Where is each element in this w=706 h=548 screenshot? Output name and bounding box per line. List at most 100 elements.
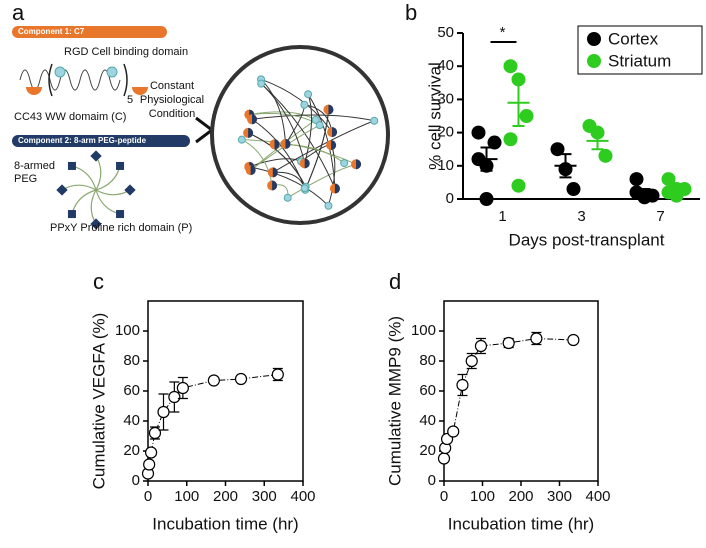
peg-arm [95, 155, 102, 191]
x-tick-label: 0 [440, 488, 448, 505]
series-line [147, 374, 278, 474]
error-bar [638, 188, 651, 197]
rgd [340, 159, 349, 168]
point [566, 182, 581, 197]
ww-domain [26, 87, 148, 95]
point [148, 426, 162, 440]
condition-label: Constant [150, 80, 194, 92]
point [447, 425, 460, 438]
y-tick-label: 60 [419, 382, 436, 399]
component-bar [12, 26, 167, 38]
legend-label: Cortex [608, 29, 659, 48]
point [519, 109, 534, 123]
y-tick-label: 30 [437, 90, 454, 107]
point [598, 148, 613, 163]
y-tick-label: 40 [419, 412, 436, 429]
x-tick-label: 300 [547, 488, 572, 505]
error-bar [480, 146, 493, 172]
y-tick-label: 20 [123, 442, 140, 459]
rgd [304, 90, 313, 99]
x-tick-label: 300 [252, 488, 277, 505]
y-tick-label: 50 [437, 24, 454, 41]
y-tick-label: 0 [428, 472, 436, 489]
component-label: Component 2: 8-arm PEG-peptide [18, 136, 147, 145]
point [143, 458, 156, 471]
chain [251, 118, 306, 189]
ppxy [116, 210, 125, 219]
x-axis-label: Incubation time (hr) [152, 514, 298, 533]
point [503, 132, 518, 147]
y-tick-label: 100 [411, 322, 436, 339]
y-axis-label: Cumulative MMP9 (%) [385, 316, 404, 486]
point [479, 192, 494, 206]
node [251, 114, 257, 125]
y-tick-label: 20 [419, 442, 436, 459]
condition-label: Condition [149, 108, 195, 120]
y-tick-label: 10 [437, 157, 454, 174]
rgd [283, 193, 292, 202]
legend-marker [587, 54, 601, 68]
x-tick-label: 200 [508, 488, 533, 505]
ppxy [90, 150, 102, 162]
peg-arm [95, 189, 131, 196]
node [248, 127, 254, 138]
ppxy [67, 161, 76, 170]
rgd [257, 79, 266, 88]
point [511, 178, 526, 193]
point [629, 172, 644, 187]
annotation: * [500, 24, 506, 41]
y-tick-label: 20 [437, 124, 454, 141]
component-bar [12, 135, 190, 147]
domain-label: CC43 WW domaim (C) [14, 111, 126, 123]
domain-label: PPxY Proline rich domain (P) [50, 222, 192, 234]
y-tick-label: 0 [132, 472, 140, 489]
point [471, 125, 486, 140]
node [331, 140, 337, 151]
rgd [106, 66, 118, 78]
point [437, 452, 451, 465]
chain [260, 83, 336, 189]
node [285, 138, 291, 149]
point [474, 339, 488, 353]
node [250, 165, 256, 176]
x-tick-label: 400 [585, 488, 610, 505]
peg-arm [61, 184, 97, 191]
error-bar [670, 184, 683, 194]
point [661, 172, 676, 187]
point [637, 190, 652, 205]
legend-label: Striatum [608, 51, 671, 70]
condition-label: Physiological [140, 94, 204, 106]
x-tick-label: 100 [174, 488, 199, 505]
rgd [315, 121, 324, 130]
y-tick-label: 40 [123, 412, 140, 429]
y-tick-label: 100 [115, 322, 140, 339]
repeat-count: 5 [127, 94, 133, 106]
x-tick-label: 100 [470, 488, 495, 505]
y-tick-label: 80 [123, 352, 140, 369]
hydrogel [210, 45, 390, 225]
error-bar [559, 153, 572, 179]
x-tick-label: 1 [498, 208, 506, 225]
x-axis-label: Incubation time (hr) [448, 514, 594, 533]
rgd [54, 66, 66, 78]
series-line [443, 337, 574, 459]
panel-label: c [93, 269, 104, 294]
bracket [48, 63, 128, 97]
chain [241, 139, 273, 186]
node [334, 183, 340, 194]
peg-label: PEG [14, 173, 37, 185]
error-bar [591, 131, 604, 151]
panel-label: d [389, 269, 401, 294]
ppxy [67, 210, 76, 219]
point [487, 135, 502, 150]
ppxy [116, 161, 125, 170]
chain [304, 94, 313, 164]
x-tick-label: 200 [213, 488, 238, 505]
rgd [311, 115, 320, 124]
y-axis-label: % cell survival [425, 62, 444, 170]
rgd [324, 201, 333, 210]
peg-label: 8-armed [14, 160, 55, 172]
node [332, 127, 338, 138]
network [237, 75, 379, 210]
